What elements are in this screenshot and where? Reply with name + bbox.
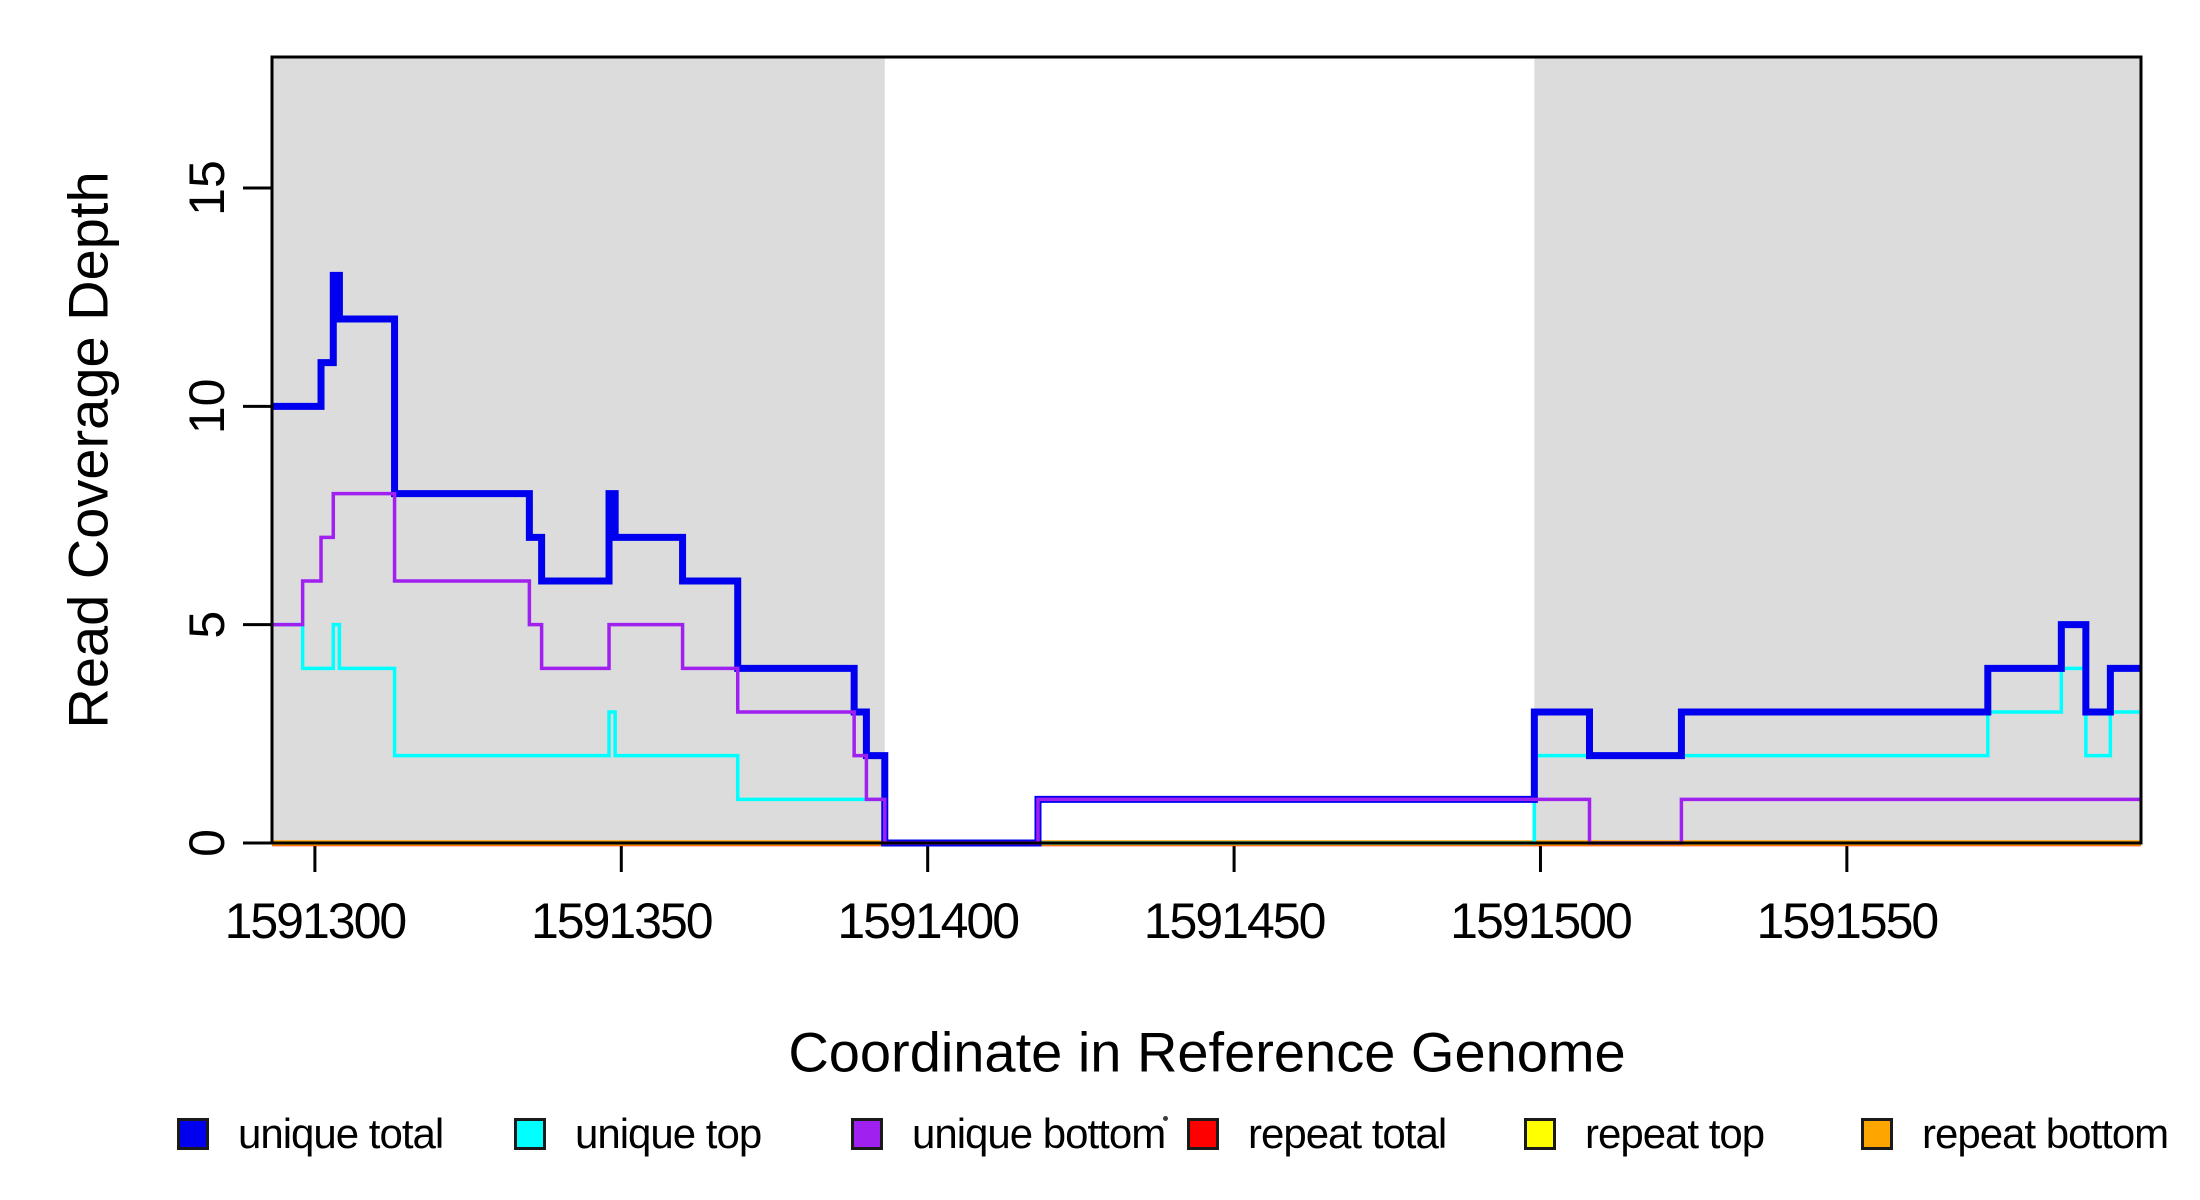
stray-mark-dot [1163,1116,1168,1121]
legend-swatch-repeat-total [1187,1118,1219,1150]
x-tick-label-1591350: 1591350 [531,893,712,949]
legend-item-unique-top: unique top [514,1110,762,1157]
x-axis-title: Coordinate in Reference Genome [788,1020,1626,1084]
repeat-region-right-shading [1534,57,2141,843]
x-tick-label-1591550: 1591550 [1757,893,1938,949]
legend-swatch-unique-total [177,1118,209,1150]
legend-item-unique-total: unique total [177,1110,444,1157]
legend-label: unique bottom [912,1110,1166,1157]
x-tick-label-1591500: 1591500 [1450,893,1631,949]
legend-label: unique top [575,1110,762,1157]
legend-item-repeat-total: repeat total [1187,1110,1447,1157]
y-tick-label-15: 15 [179,160,235,216]
legend-label: unique total [238,1110,444,1157]
series-line-unique-top [272,622,2141,845]
repeat-region-left-shading [272,57,885,843]
legend-label: repeat top [1585,1110,1765,1157]
legend-swatch-repeat-bottom [1861,1118,1893,1150]
series-line-unique-total [272,271,2141,847]
y-tick-label-5: 5 [179,611,235,639]
y-tick-label-10: 10 [179,379,235,435]
legend-item-repeat-bottom: repeat bottom [1861,1110,2169,1157]
legend-swatch-repeat-top [1524,1118,1556,1150]
legend-swatch-unique-top [514,1118,546,1150]
y-axis-title: Read Coverage Depth [56,171,120,729]
x-tick-label-1591450: 1591450 [1144,893,1325,949]
legend-swatch-unique-bottom [851,1118,883,1150]
legend-label: repeat bottom [1922,1110,2169,1157]
plot-border [270,55,2143,845]
series-line-unique-bottom [272,491,2141,845]
legend-label: repeat total [1248,1110,1447,1157]
legend-item-unique-bottom: unique bottom [851,1110,1166,1157]
x-tick-label-1591300: 1591300 [225,893,406,949]
y-tick-label-0: 0 [179,829,235,857]
x-tick-label-1591400: 1591400 [837,893,1018,949]
legend-item-repeat-top: repeat top [1524,1110,1765,1157]
